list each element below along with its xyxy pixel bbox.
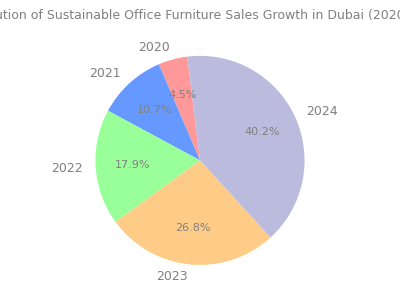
Wedge shape (159, 57, 200, 160)
Text: 2024: 2024 (306, 105, 338, 118)
Text: 4.5%: 4.5% (168, 90, 196, 100)
Text: 17.9%: 17.9% (114, 160, 150, 170)
Text: 2020: 2020 (138, 41, 170, 54)
Wedge shape (96, 111, 200, 222)
Title: Distribution of Sustainable Office Furniture Sales Growth in Dubai (2020-2024): Distribution of Sustainable Office Furni… (0, 9, 400, 22)
Wedge shape (187, 56, 304, 238)
Wedge shape (116, 160, 270, 265)
Text: 2023: 2023 (157, 270, 188, 283)
Text: 2022: 2022 (52, 162, 83, 175)
Text: 26.8%: 26.8% (176, 223, 211, 233)
Text: 2021: 2021 (89, 67, 121, 80)
Text: 40.2%: 40.2% (244, 127, 280, 137)
Wedge shape (108, 64, 200, 160)
Text: 10.7%: 10.7% (136, 105, 172, 115)
